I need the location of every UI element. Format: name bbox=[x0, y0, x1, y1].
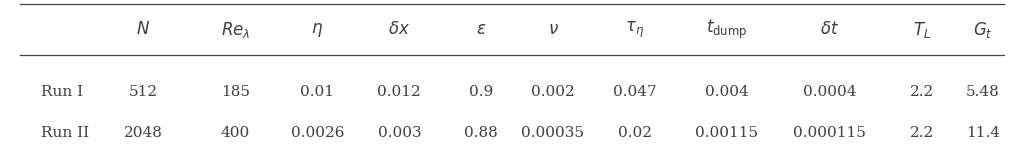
Text: Run II: Run II bbox=[41, 126, 89, 140]
Text: 0.004: 0.004 bbox=[706, 85, 749, 99]
Text: $N$: $N$ bbox=[136, 21, 151, 38]
Text: 2.2: 2.2 bbox=[909, 126, 934, 140]
Text: $G_t$: $G_t$ bbox=[973, 20, 993, 40]
Text: $\tau_{\eta}$: $\tau_{\eta}$ bbox=[626, 20, 644, 40]
Text: 11.4: 11.4 bbox=[966, 126, 1000, 140]
Text: 0.9: 0.9 bbox=[469, 85, 494, 99]
Text: 0.88: 0.88 bbox=[465, 126, 498, 140]
Text: 0.003: 0.003 bbox=[378, 126, 421, 140]
Text: 0.02: 0.02 bbox=[617, 126, 652, 140]
Text: 512: 512 bbox=[129, 85, 158, 99]
Text: $Re_{\lambda}$: $Re_{\lambda}$ bbox=[221, 20, 250, 40]
Text: $\varepsilon$: $\varepsilon$ bbox=[476, 21, 486, 38]
Text: $\delta t$: $\delta t$ bbox=[820, 21, 839, 38]
Text: 185: 185 bbox=[221, 85, 250, 99]
Text: $T_L$: $T_L$ bbox=[912, 20, 931, 40]
Text: 5.48: 5.48 bbox=[967, 85, 999, 99]
Text: 0.000115: 0.000115 bbox=[793, 126, 866, 140]
Text: 0.002: 0.002 bbox=[531, 85, 574, 99]
Text: $\delta x$: $\delta x$ bbox=[388, 21, 411, 38]
Text: 400: 400 bbox=[221, 126, 250, 140]
Text: 0.0026: 0.0026 bbox=[291, 126, 344, 140]
Text: Run I: Run I bbox=[41, 85, 83, 99]
Text: 0.012: 0.012 bbox=[378, 85, 421, 99]
Text: 0.047: 0.047 bbox=[613, 85, 656, 99]
Text: 2.2: 2.2 bbox=[909, 85, 934, 99]
Text: 0.0004: 0.0004 bbox=[803, 85, 856, 99]
Text: $t_{\mathrm{dump}}$: $t_{\mathrm{dump}}$ bbox=[707, 18, 748, 41]
Text: 2048: 2048 bbox=[124, 126, 163, 140]
Text: 0.00035: 0.00035 bbox=[521, 126, 585, 140]
Text: 0.00115: 0.00115 bbox=[695, 126, 759, 140]
Text: 0.01: 0.01 bbox=[300, 85, 335, 99]
Text: $\nu$: $\nu$ bbox=[548, 21, 558, 38]
Text: $\eta$: $\eta$ bbox=[311, 21, 324, 39]
